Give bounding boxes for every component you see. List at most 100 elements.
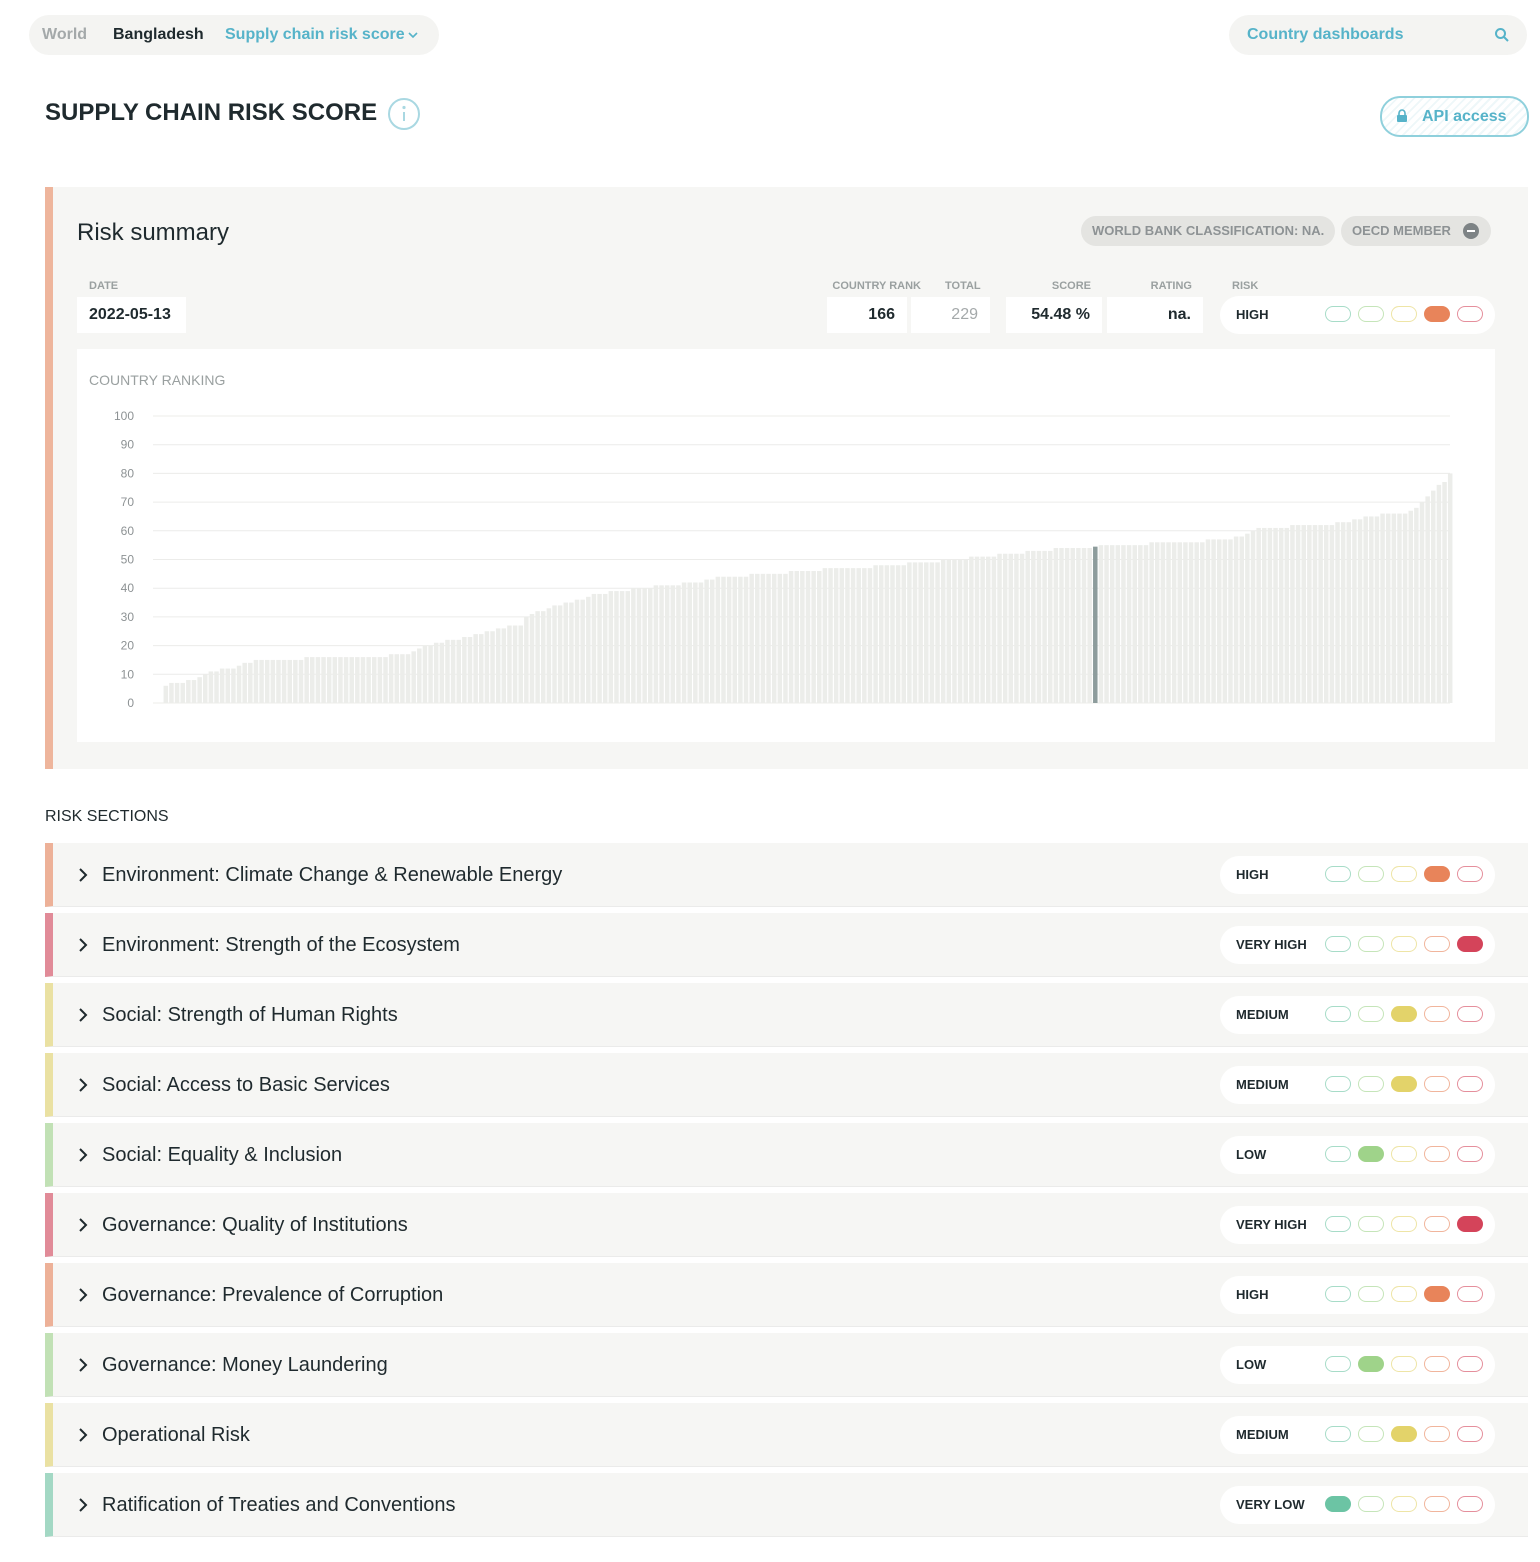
- risk-label: MEDIUM: [1236, 1007, 1289, 1022]
- bar: [1036, 550, 1042, 703]
- field-value: 166: [827, 297, 907, 333]
- bar: [1419, 502, 1425, 703]
- bar: [214, 671, 219, 703]
- section-name: Operational Risk: [102, 1424, 250, 1446]
- risk-section[interactable]: Governance: Money Laundering LOW: [45, 1333, 1528, 1397]
- risk-dot: [1391, 306, 1417, 322]
- risk-label: VERY LOW: [1236, 1497, 1305, 1512]
- field-label: RATING: [1150, 280, 1192, 292]
- bar: [884, 565, 890, 703]
- risk-section[interactable]: Operational Risk MEDIUM: [45, 1403, 1528, 1467]
- crumb[interactable]: World: [42, 26, 88, 43]
- bar: [1312, 525, 1318, 703]
- risk-section[interactable]: Environment: Strength of the Ecosystem VE…: [45, 913, 1528, 977]
- bar: [1098, 545, 1104, 703]
- bar: [557, 605, 563, 703]
- field-label: DATE: [89, 280, 119, 292]
- bar: [259, 659, 264, 703]
- bar: [1104, 545, 1109, 703]
- bar: [360, 657, 366, 703]
- bar: [264, 659, 270, 703]
- risk-section[interactable]: Social: Strength of Human Rights MEDIUM: [45, 983, 1528, 1047]
- risk-section[interactable]: Social: Access to Basic Services MEDIUM: [45, 1053, 1528, 1117]
- risk-dot: [1457, 866, 1483, 882]
- risk-section[interactable]: Governance: Prevalence of Corruption HIGH: [45, 1263, 1528, 1327]
- risk-section[interactable]: Governance: Quality of Institutions VERY …: [45, 1193, 1528, 1257]
- risk-indicator: HIGH: [1220, 296, 1495, 334]
- section-name: Environment: Climate Change & Renewable …: [102, 864, 563, 886]
- risk-dot: [1424, 866, 1450, 882]
- bar: [253, 659, 259, 703]
- risk-dot: [1391, 1216, 1417, 1232]
- risk-section[interactable]: Environment: Climate Change & Renewable …: [45, 843, 1528, 907]
- bar: [1177, 542, 1183, 703]
- risk-dot: [1358, 1356, 1384, 1372]
- bar: [445, 639, 450, 703]
- bar: [310, 657, 315, 703]
- risk-dot: [1457, 306, 1483, 322]
- bar: [946, 559, 952, 703]
- bar: [918, 562, 923, 703]
- risk-section[interactable]: Social: Equality & Inclusion LOW: [45, 1123, 1528, 1187]
- bar: [1262, 527, 1267, 703]
- bar: [1402, 513, 1408, 703]
- bar: [1008, 553, 1014, 703]
- bar: [986, 556, 991, 703]
- risk-section[interactable]: Ratification of Treaties and Conventions…: [45, 1473, 1528, 1537]
- chevron-icon: [79, 1498, 88, 1512]
- risk-dot: [1325, 1286, 1351, 1302]
- bar: [963, 559, 968, 703]
- bar: [1346, 522, 1352, 703]
- bar: [490, 631, 495, 703]
- section-name: Governance: Money Laundering: [102, 1354, 388, 1376]
- info-icon[interactable]: [387, 97, 421, 131]
- y-tick-label: 70: [121, 495, 135, 509]
- field-value: 54.48 %: [1006, 297, 1102, 333]
- chevron-icon: [79, 1008, 88, 1022]
- bar: [462, 636, 467, 703]
- chevron-icon: [79, 1148, 88, 1162]
- risk-dot: [1424, 1356, 1450, 1372]
- bar: [969, 556, 974, 703]
- risk-indicator: LOW: [1220, 1346, 1495, 1384]
- bar: [180, 682, 185, 703]
- bar: [242, 662, 247, 703]
- bar: [743, 576, 749, 703]
- chevron: [79, 938, 88, 952]
- bar: [276, 659, 281, 703]
- bar: [732, 576, 738, 703]
- bar: [377, 657, 383, 703]
- field-label: SCORE: [1051, 280, 1091, 292]
- bar: [614, 591, 619, 703]
- bar: [1250, 530, 1256, 703]
- api-button[interactable]: API access: [1380, 96, 1529, 137]
- risk-indicator: VERY HIGH: [1220, 926, 1495, 964]
- crumb[interactable]: Bangladesh: [113, 26, 204, 43]
- risk-label: HIGH: [1236, 307, 1269, 322]
- bar: [664, 585, 670, 703]
- bar: [1087, 548, 1092, 703]
- bar: [929, 562, 935, 703]
- bar: [1093, 546, 1098, 703]
- search-box[interactable]: Country dashboards: [1229, 15, 1527, 55]
- dropdown-icon[interactable]: [407, 29, 419, 41]
- bar: [456, 639, 461, 703]
- crumb[interactable]: Supply chain risk score: [225, 26, 405, 43]
- bar: [1149, 542, 1154, 703]
- badge: OECD MEMBER: [1341, 216, 1491, 246]
- bar: [670, 585, 676, 703]
- risk-label: MEDIUM: [1236, 1077, 1289, 1092]
- bar: [1070, 548, 1076, 703]
- bar: [1284, 527, 1290, 703]
- bar: [1194, 542, 1199, 703]
- chevron-icon: [79, 938, 88, 952]
- bar: [1436, 484, 1442, 703]
- bar: [1324, 525, 1329, 703]
- search-icon[interactable]: [1494, 27, 1510, 43]
- bar: [1121, 545, 1126, 703]
- bar: [383, 657, 388, 703]
- risk-indicator: MEDIUM: [1220, 1066, 1495, 1104]
- bar: [681, 582, 687, 703]
- bar: [298, 659, 304, 703]
